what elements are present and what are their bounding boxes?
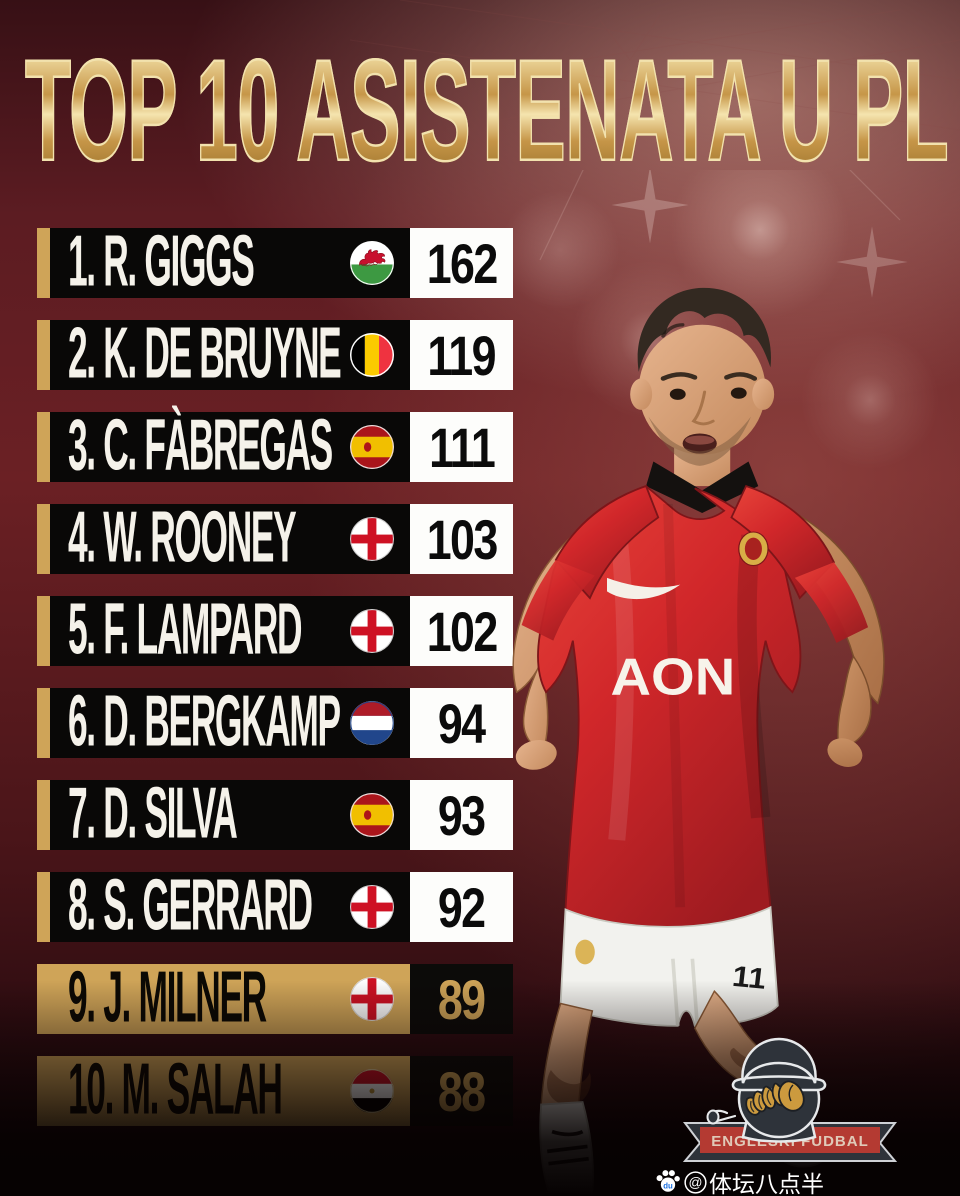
svg-text:@: @ — [689, 1175, 703, 1190]
svg-text:AON: AON — [611, 648, 736, 705]
svg-text:du: du — [663, 1182, 673, 1191]
